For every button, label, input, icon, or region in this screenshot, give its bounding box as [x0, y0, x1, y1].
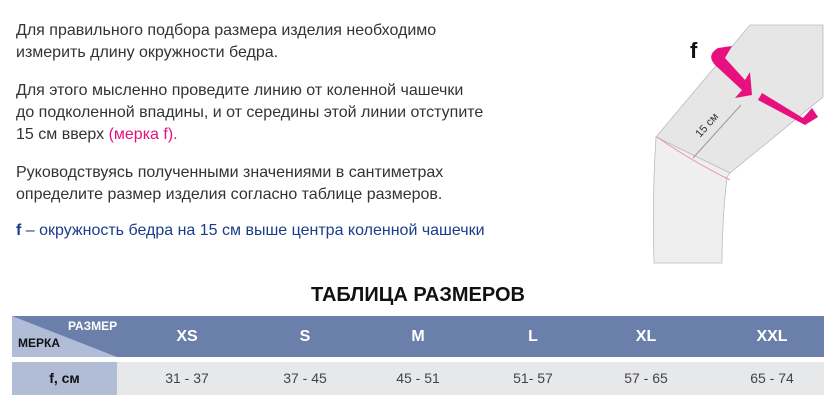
- f-label: f: [16, 222, 22, 239]
- distance-arrow: [692, 104, 742, 159]
- size-value: 37 - 45: [283, 370, 327, 386]
- f-marker: f: [690, 38, 698, 63]
- corner-size-label: РАЗМЕР: [68, 319, 118, 333]
- knee-illustration: 15 см f: [652, 24, 824, 264]
- knee-line: [656, 136, 731, 181]
- size-header: M: [411, 328, 425, 345]
- text-line: измерить длину окружности бедра.: [16, 44, 279, 61]
- size-value: 45 - 51: [396, 370, 440, 386]
- size-value: 57 - 65: [624, 370, 668, 386]
- lower-leg-shape: [652, 136, 731, 264]
- text-line: Руководствуясь полученными значениями в …: [16, 164, 444, 181]
- text-line: 15 см вверх (мерка f).: [16, 124, 483, 146]
- measure-band-icon: [711, 46, 752, 98]
- corner-measure-label: МЕРКА: [18, 336, 60, 350]
- table-row: [12, 362, 824, 395]
- size-value: 31 - 37: [165, 370, 209, 386]
- intro-text: Для правильного подбора размера изделия …: [16, 20, 436, 64]
- table-title: ТАБЛИЦА РАЗМЕРОВ: [311, 284, 525, 306]
- guidance-text: Руководствуясь полученными значениями в …: [16, 162, 443, 206]
- size-header: XXL: [756, 328, 788, 345]
- instruction-text: Для этого мысленно проведите линию от ко…: [16, 80, 483, 146]
- text-line: до подколенной впадины, и от середины эт…: [16, 104, 484, 121]
- text-line: определите размер изделия согласно табли…: [16, 186, 443, 203]
- size-header: XS: [176, 328, 198, 345]
- size-value: 51- 57: [513, 370, 553, 386]
- f-description: – окружность бедра на 15 см выше центра …: [21, 222, 485, 239]
- f-definition: f – окружность бедра на 15 см выше центр…: [16, 220, 485, 242]
- measure-band-end: [758, 93, 818, 125]
- table-corner-cell: [12, 316, 117, 357]
- measure-f-note: (мерка f).: [108, 126, 178, 143]
- thigh-shape: [655, 24, 824, 174]
- size-header: L: [528, 328, 538, 345]
- size-header: XL: [635, 328, 657, 345]
- text-span: 15 см вверх: [16, 126, 109, 143]
- size-header: S: [299, 328, 311, 345]
- table-header-row: [12, 316, 824, 357]
- size-value: 65 - 74: [750, 370, 794, 386]
- text-line: Для правильного подбора размера изделия …: [16, 22, 437, 39]
- text-line: Для этого мысленно проведите линию от ко…: [16, 82, 464, 99]
- row-label: f, см: [12, 362, 117, 395]
